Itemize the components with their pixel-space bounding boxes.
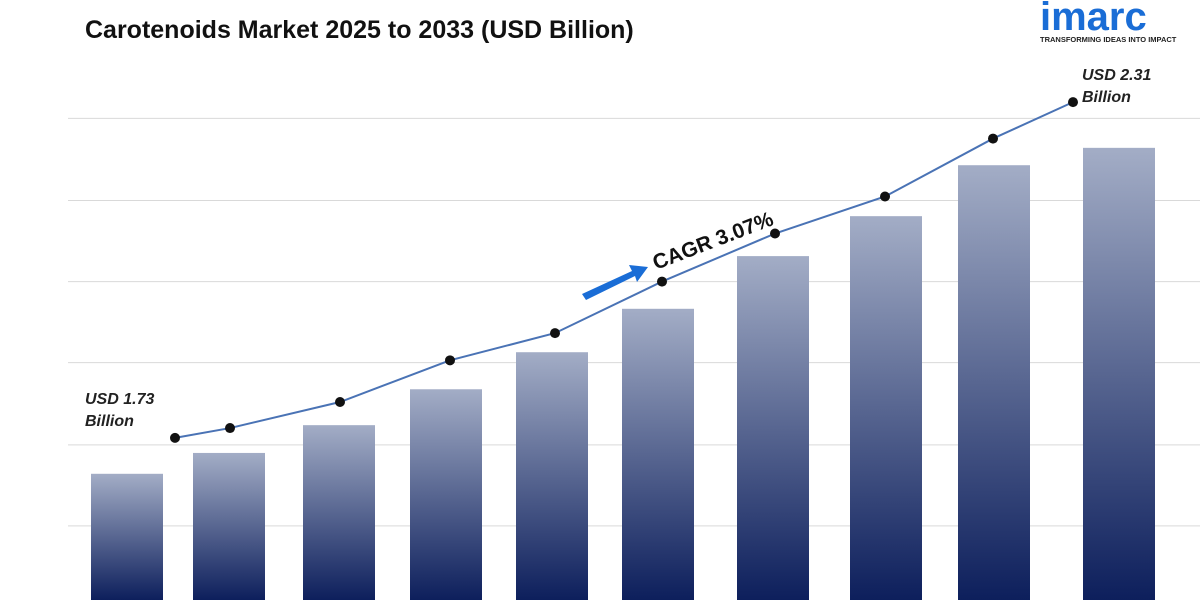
start-label: USD 1.73 [85, 391, 154, 408]
line-series [170, 97, 1078, 443]
tagline: TRANSFORMING IDEAS INTO IMPACT [1040, 35, 1177, 44]
bar [193, 452, 265, 600]
line-point [988, 133, 998, 144]
line-point [225, 423, 235, 434]
start-label: Billion [85, 413, 134, 430]
chart-title: Carotenoids Market 2025 to 2033 (USD Bil… [85, 16, 634, 44]
bar [958, 165, 1030, 600]
line-point [1068, 97, 1078, 108]
line-point [335, 397, 345, 407]
end-label: Billion [1082, 89, 1131, 106]
line-point [170, 432, 180, 443]
bar [410, 389, 482, 600]
logo: imarc [1040, 0, 1147, 39]
line-point [880, 191, 890, 202]
line-point [550, 328, 560, 339]
end-label: USD 2.31 [1082, 67, 1151, 84]
bar [1083, 147, 1155, 600]
cagr-arrow [582, 265, 648, 300]
bar [91, 473, 163, 600]
line [174, 101, 1074, 439]
bar [622, 308, 694, 600]
bars [91, 147, 1155, 600]
line-point [657, 276, 667, 287]
bar [303, 425, 375, 600]
bar [737, 256, 809, 600]
bar [516, 352, 588, 600]
line-point [445, 355, 455, 366]
bar [850, 216, 922, 600]
line-point [770, 228, 780, 239]
